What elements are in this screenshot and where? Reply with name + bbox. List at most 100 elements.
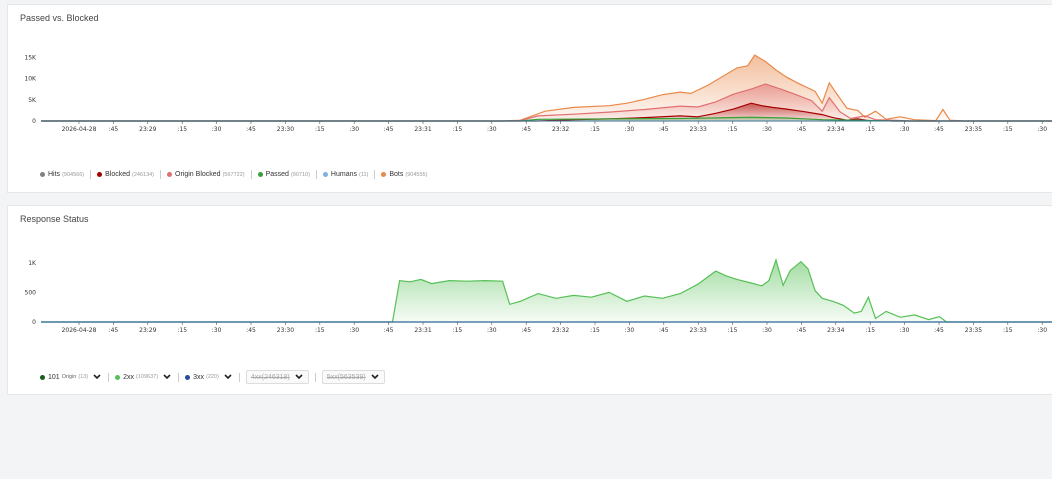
legend-label: 4xx xyxy=(250,373,262,381)
legend-separator xyxy=(160,170,162,179)
series-area-passed xyxy=(41,117,1052,121)
legend-item-3xx[interactable]: 3xx (220) xyxy=(185,373,233,381)
y-tick-label: 0 xyxy=(32,319,36,326)
series-area-2xx xyxy=(41,259,1052,322)
x-tick-label: :15 xyxy=(1003,126,1013,133)
x-tick-label: :15 xyxy=(728,327,738,334)
chevron-down-icon[interactable] xyxy=(370,373,380,381)
x-tick-label: :15 xyxy=(728,126,738,133)
legend-separator xyxy=(315,170,317,179)
x-tick-label: :30 xyxy=(1037,327,1047,334)
chart-legend[interactable]: 101 Origin (13) 2xx (109637) 3xx (220) 4xx (2463… xyxy=(40,370,389,384)
x-tick-label: 23:32 xyxy=(552,327,569,334)
response-status-card: Response Status 1K 500 0 2026-04-28:45 23:29… xyxy=(7,205,1052,395)
x-tick-label: :30 xyxy=(349,327,359,334)
legend-label: 101 xyxy=(48,373,60,381)
legend-separator xyxy=(250,170,252,179)
x-tick-label: 23:34 xyxy=(827,327,844,334)
x-tick-label: 23:35 xyxy=(965,327,982,334)
x-tick-label: 23:31 xyxy=(414,327,431,334)
x-tick-label: :15 xyxy=(177,126,187,133)
chart-legend: Hits (904566) Blocked (246134) Origin Blocke… xyxy=(40,170,431,179)
legend-count: (109637) xyxy=(136,374,159,380)
x-tick-label: :15 xyxy=(865,327,875,334)
x-tick-label: :30 xyxy=(900,126,910,133)
chevron-down-icon[interactable] xyxy=(162,373,172,381)
series-line-bots xyxy=(41,54,1052,122)
legend-label: 5xx xyxy=(326,373,338,381)
legend-dot xyxy=(257,172,263,177)
x-tick-label: :15 xyxy=(1003,327,1013,334)
y-tick-label: 5K xyxy=(28,97,37,104)
legend-label: Origin Blocked xyxy=(175,171,221,178)
legend-item-101[interactable]: 101 Origin (13) xyxy=(40,373,102,381)
legend-item-blocked[interactable]: Blocked (246134) xyxy=(97,171,154,178)
x-tick-label: :30 xyxy=(349,126,359,133)
legend-count: (904566) xyxy=(62,171,85,178)
legend-count: (220) xyxy=(205,374,219,380)
x-tick-label: :15 xyxy=(590,327,600,334)
x-tick-label: :15 xyxy=(590,126,600,133)
legend-separator xyxy=(314,372,316,382)
x-tick-label: 23:30 xyxy=(277,126,294,133)
x-tick-label: 23:34 xyxy=(827,126,844,133)
x-tick-label: :15 xyxy=(453,126,463,133)
legend-label: Passed xyxy=(265,171,289,178)
x-tick-label: :30 xyxy=(487,327,497,334)
legend-label: Bots xyxy=(389,171,404,178)
x-tick-label: 23:31 xyxy=(414,126,431,133)
legend-label: Blocked xyxy=(105,171,130,178)
x-tick-label: :15 xyxy=(177,327,187,334)
legend-count: (563539) xyxy=(337,373,366,381)
x-tick-label: 23:33 xyxy=(690,126,707,133)
y-tick-label: 0 xyxy=(32,118,36,125)
x-tick-label: :45 xyxy=(384,126,394,133)
legend-dot xyxy=(40,172,45,177)
legend-item-5xx[interactable]: 5xx (563539) xyxy=(321,370,385,384)
legend-sub: Origin xyxy=(61,374,77,380)
legend-count: (246134) xyxy=(132,171,155,178)
x-tick-label: :45 xyxy=(384,327,394,334)
legend-item-origin-blocked[interactable]: Origin Blocked (567722) xyxy=(167,171,245,178)
legend-dot xyxy=(322,172,328,177)
legend-separator xyxy=(90,170,92,179)
legend-dot xyxy=(97,172,103,177)
legend-item-4xx[interactable]: 4xx (246318) xyxy=(245,370,309,384)
x-tick-label: :15 xyxy=(453,327,463,334)
y-tick-label: 10K xyxy=(24,76,37,83)
x-tick-label: 23:29 xyxy=(139,126,156,133)
legend-separator xyxy=(374,170,376,179)
chevron-down-icon[interactable] xyxy=(223,373,233,381)
y-tick-label: 15K xyxy=(24,54,37,61)
x-tick-label: :30 xyxy=(212,327,222,334)
legend-item-hits[interactable]: Hits (904566) xyxy=(40,171,84,178)
x-tick-label: 23:32 xyxy=(552,126,569,133)
x-tick-label: :45 xyxy=(797,327,807,334)
legend-item-passed[interactable]: Passed (90710) xyxy=(257,171,310,178)
legend-count: (13) xyxy=(78,374,89,380)
legend-item-humans[interactable]: Humans (11) xyxy=(322,171,368,178)
x-tick-label: :15 xyxy=(315,126,325,133)
x-tick-label: :45 xyxy=(246,327,256,334)
x-tick-label: :30 xyxy=(487,126,497,133)
legend-dot xyxy=(185,374,191,380)
chevron-down-icon[interactable] xyxy=(294,373,304,381)
y-tick-label: 500 xyxy=(25,289,37,296)
y-tick-label: 1K xyxy=(28,260,37,267)
card-title: Passed vs. Blocked xyxy=(20,13,99,23)
x-tick-label: :15 xyxy=(315,327,325,334)
x-tick-label: 2026-04-28 xyxy=(62,327,97,334)
x-tick-label: :45 xyxy=(521,327,531,334)
series-line-2xx xyxy=(41,257,1052,323)
x-tick-label: :45 xyxy=(109,126,119,133)
legend-item-bots[interactable]: Bots (904555) xyxy=(381,171,427,178)
chevron-down-icon[interactable] xyxy=(92,373,102,381)
legend-count: (904555) xyxy=(405,171,428,178)
legend-label: Hits xyxy=(48,171,61,178)
x-tick-label: :45 xyxy=(659,327,669,334)
x-tick-label: :45 xyxy=(659,126,669,133)
x-tick-label: 2026-04-28 xyxy=(62,126,97,133)
passed-vs-blocked-chart: 15K 10K 5K 0 2026-04-28 :45 23:29 :15 :30 :45 23:3… xyxy=(24,54,1052,133)
legend-item-2xx[interactable]: 2xx (109637) xyxy=(115,373,172,381)
legend-count: (246318) xyxy=(261,373,290,381)
